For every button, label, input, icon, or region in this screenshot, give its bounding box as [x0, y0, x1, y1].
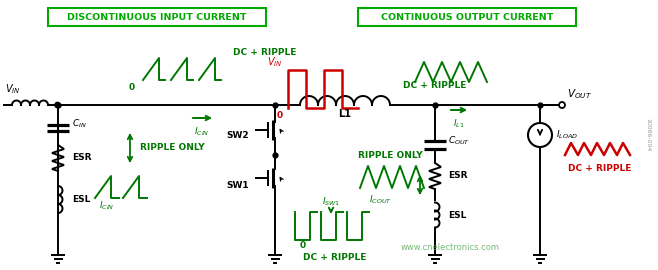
Text: 0: 0: [129, 83, 135, 92]
Text: www.cnelectronics.com: www.cnelectronics.com: [401, 244, 499, 252]
Text: CONTINUOUS OUTPUT CURRENT: CONTINUOUS OUTPUT CURRENT: [381, 12, 553, 22]
Text: 0: 0: [277, 111, 283, 120]
Text: SW1: SW1: [226, 181, 249, 190]
Text: $I_{SW1}$: $I_{SW1}$: [322, 195, 340, 208]
Bar: [358, 8, 576, 26]
Text: $I_{CIN}$: $I_{CIN}$: [99, 199, 114, 211]
Text: ESL: ESL: [448, 211, 467, 220]
Text: DC + RIPPLE: DC + RIPPLE: [569, 164, 632, 173]
Text: $C_{OUT}$: $C_{OUT}$: [448, 135, 470, 147]
Text: ESR: ESR: [72, 153, 91, 161]
Text: DISCONTINUOUS INPUT CURRENT: DISCONTINUOUS INPUT CURRENT: [67, 12, 247, 22]
Text: RIPPLE ONLY: RIPPLE ONLY: [140, 143, 205, 153]
Text: RIPPLE ONLY: RIPPLE ONLY: [358, 151, 422, 160]
Text: $V_{IN}$: $V_{IN}$: [267, 55, 283, 69]
Text: $I_{L1}$: $I_{L1}$: [453, 118, 465, 130]
Text: $I_{CIN}$: $I_{CIN}$: [194, 126, 210, 139]
Text: DC + RIPPLE: DC + RIPPLE: [233, 48, 296, 57]
Text: $V_{OUT}$: $V_{OUT}$: [567, 87, 592, 101]
Text: $I_{COUT}$: $I_{COUT}$: [368, 193, 392, 205]
Text: 10086-004: 10086-004: [645, 118, 651, 152]
Text: DC + RIPPLE: DC + RIPPLE: [403, 81, 467, 90]
Text: DC + RIPPLE: DC + RIPPLE: [303, 253, 367, 262]
Text: $I_{LOAD}$: $I_{LOAD}$: [556, 129, 578, 141]
Text: SW2: SW2: [226, 131, 249, 140]
Text: ESL: ESL: [72, 195, 90, 204]
Text: ESR: ESR: [448, 170, 467, 180]
Text: 0: 0: [300, 241, 306, 250]
Text: L1: L1: [338, 109, 351, 119]
Text: $C_{IN}$: $C_{IN}$: [72, 118, 87, 130]
Text: $V_{IN}$: $V_{IN}$: [5, 82, 20, 96]
Bar: [48, 8, 266, 26]
